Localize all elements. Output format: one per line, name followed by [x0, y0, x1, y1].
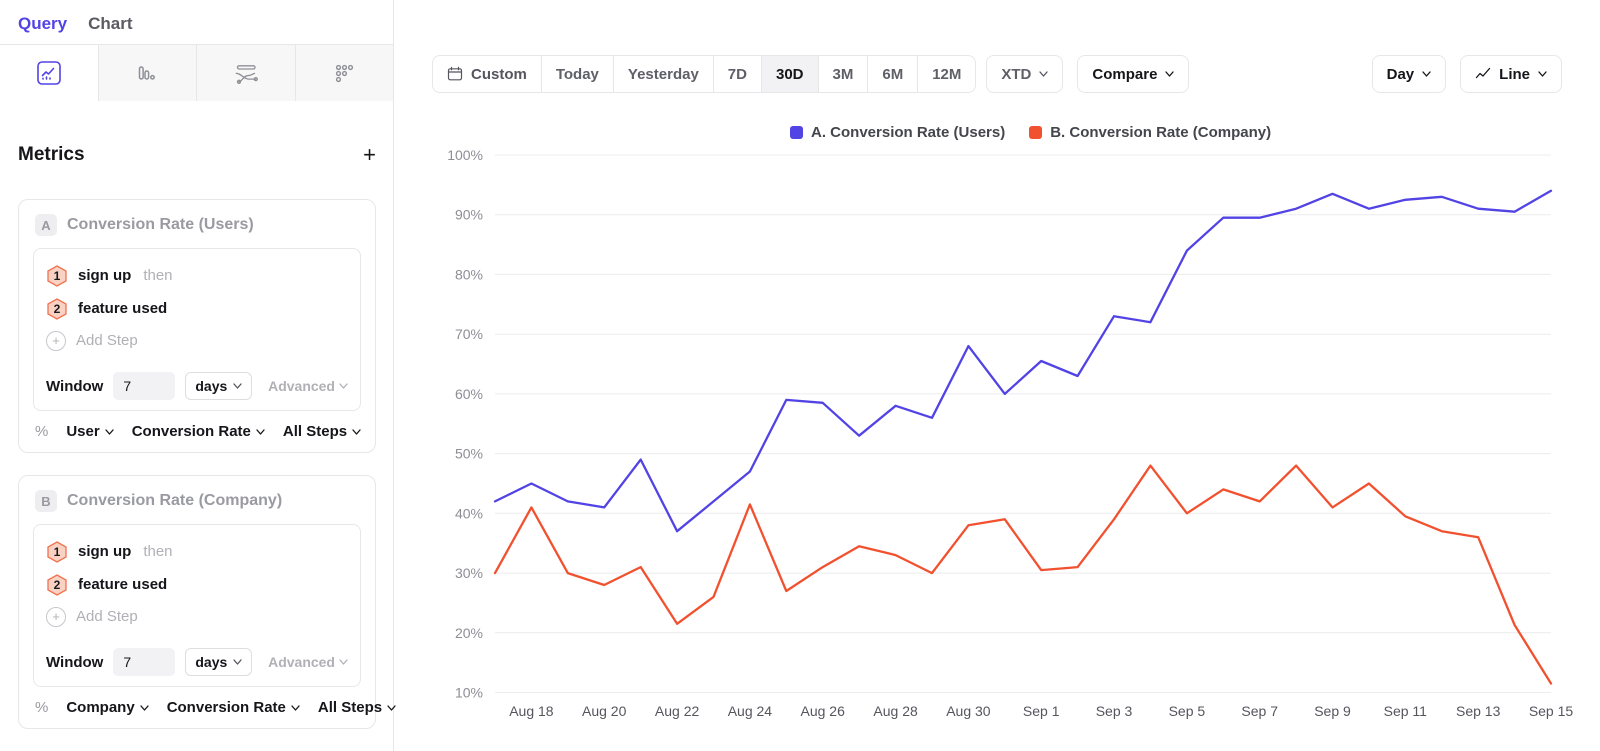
svg-text:Sep 13: Sep 13	[1456, 703, 1501, 719]
svg-text:Aug 28: Aug 28	[873, 703, 918, 719]
svg-text:Sep 9: Sep 9	[1314, 703, 1351, 719]
svg-text:Sep 11: Sep 11	[1384, 703, 1428, 719]
svg-text:50%: 50%	[455, 446, 483, 462]
svg-text:100%: 100%	[447, 147, 483, 163]
svg-text:Aug 26: Aug 26	[801, 703, 846, 719]
svg-text:Sep 7: Sep 7	[1241, 703, 1278, 719]
svg-text:80%: 80%	[455, 266, 483, 282]
svg-text:90%: 90%	[455, 207, 483, 223]
svg-text:Sep 3: Sep 3	[1096, 703, 1133, 719]
svg-text:20%: 20%	[455, 625, 483, 641]
svg-text:Aug 20: Aug 20	[582, 703, 627, 719]
svg-text:70%: 70%	[455, 326, 483, 342]
svg-text:Aug 18: Aug 18	[509, 703, 554, 719]
svg-text:40%: 40%	[455, 505, 483, 521]
svg-text:Sep 15: Sep 15	[1529, 703, 1574, 719]
svg-text:10%: 10%	[455, 685, 483, 701]
svg-text:60%: 60%	[455, 386, 483, 402]
svg-text:Aug 22: Aug 22	[655, 703, 700, 719]
svg-text:Sep 1: Sep 1	[1023, 703, 1060, 719]
svg-text:30%: 30%	[455, 565, 483, 581]
svg-text:Aug 24: Aug 24	[728, 703, 773, 719]
svg-text:Sep 5: Sep 5	[1169, 703, 1206, 719]
svg-text:Aug 30: Aug 30	[946, 703, 991, 719]
